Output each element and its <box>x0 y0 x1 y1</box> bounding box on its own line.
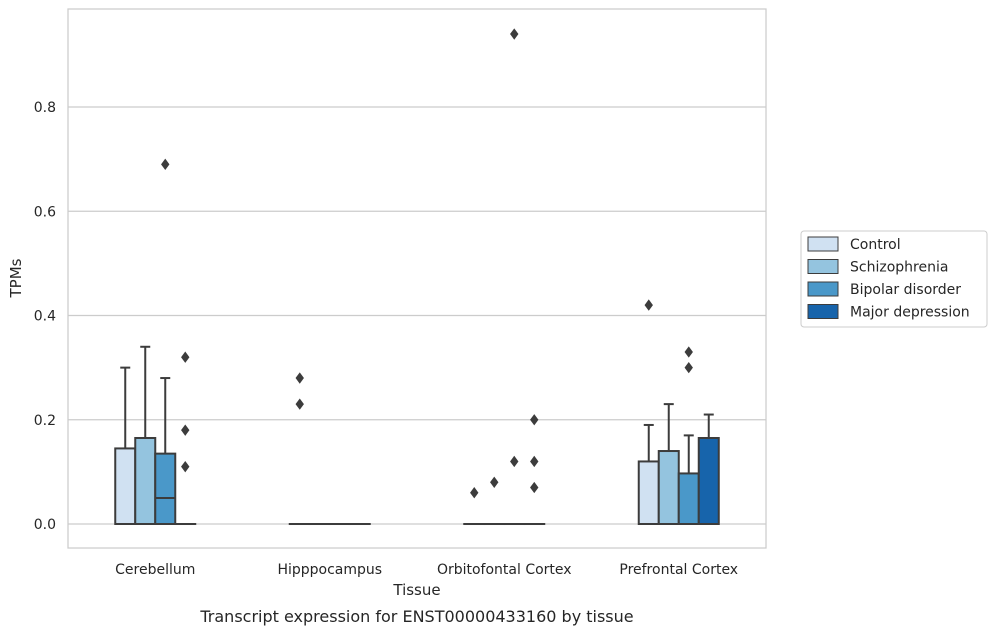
outlier-point <box>530 414 539 426</box>
legend-frame <box>800 230 988 328</box>
outlier-point <box>161 158 170 171</box>
legend-swatch <box>807 304 839 319</box>
outlier-point <box>684 346 693 358</box>
box <box>114 447 137 526</box>
x-tick-label: Hipppocampus <box>277 562 382 578</box>
legend-label: Control <box>850 237 901 253</box>
box-schizophrenia <box>134 345 157 525</box>
legend-label: Schizophrenia <box>850 260 948 276</box>
y-tick-label: 0.0 <box>34 517 56 533</box>
plot-boxes <box>114 28 720 526</box>
outlier-point <box>295 372 304 384</box>
box-schizophrenia <box>483 476 506 526</box>
outlier-point <box>490 476 499 488</box>
outlier-point <box>530 481 539 494</box>
x-tick-label: Orbitofontal Cortex <box>437 562 572 578</box>
box-control <box>463 487 486 526</box>
box-major-depression <box>523 414 546 526</box>
box-schizophrenia <box>657 403 680 525</box>
y-tick-label: 0.8 <box>34 100 56 116</box>
x-axis-title: Tissue <box>392 581 440 599</box>
box-control <box>637 299 660 526</box>
legend-swatch <box>807 281 839 297</box>
x-tick-label: Prefrontal Cortex <box>619 562 738 578</box>
x-tick-label: Cerebellum <box>115 562 195 578</box>
box <box>697 436 720 525</box>
outlier-point <box>684 361 693 374</box>
outlier-point <box>470 487 479 499</box>
box-major-depression <box>174 351 197 526</box>
outlier-point <box>530 455 539 468</box>
box-major-depression <box>697 413 720 525</box>
outlier-point <box>510 455 519 468</box>
box <box>154 452 177 526</box>
y-axis-title: TPMs <box>7 258 25 298</box>
box-bipolar-disorder <box>677 346 700 525</box>
y-tick-label: 0.2 <box>34 413 56 429</box>
legend-label: Bipolar disorder <box>850 282 961 298</box>
box-control <box>288 372 311 526</box>
outlier-point <box>644 299 653 311</box>
outlier-point <box>181 424 190 436</box>
plot-area-frame <box>67 8 767 549</box>
outlier-point <box>510 28 519 40</box>
box <box>677 472 700 525</box>
legend: Control Schizophrenia Bipolar disorder Majo… <box>800 230 988 328</box>
outlier-point <box>181 460 190 473</box>
x-tick-labels: Cerebellum Hipppocampus Orbitofontal Corte… <box>115 562 738 578</box>
legend-swatch <box>807 259 839 274</box>
box-bipolar-disorder <box>503 28 526 526</box>
box <box>134 436 157 525</box>
legend-swatch <box>807 236 839 252</box>
outlier-point <box>181 351 190 363</box>
legend-label: Major depression <box>850 305 970 321</box>
box <box>657 450 680 525</box>
y-tick-label: 0.4 <box>34 309 56 325</box>
box-bipolar-disorder <box>154 158 177 526</box>
box <box>637 460 660 526</box>
chart-caption: Transcript expression for ENST0000043316… <box>199 607 633 626</box>
outlier-point <box>295 398 304 410</box>
box-control <box>114 366 137 526</box>
y-tick-label: 0.6 <box>34 204 56 220</box>
y-tick-labels: 0.0 0.2 0.4 0.6 0.8 <box>34 100 56 533</box>
